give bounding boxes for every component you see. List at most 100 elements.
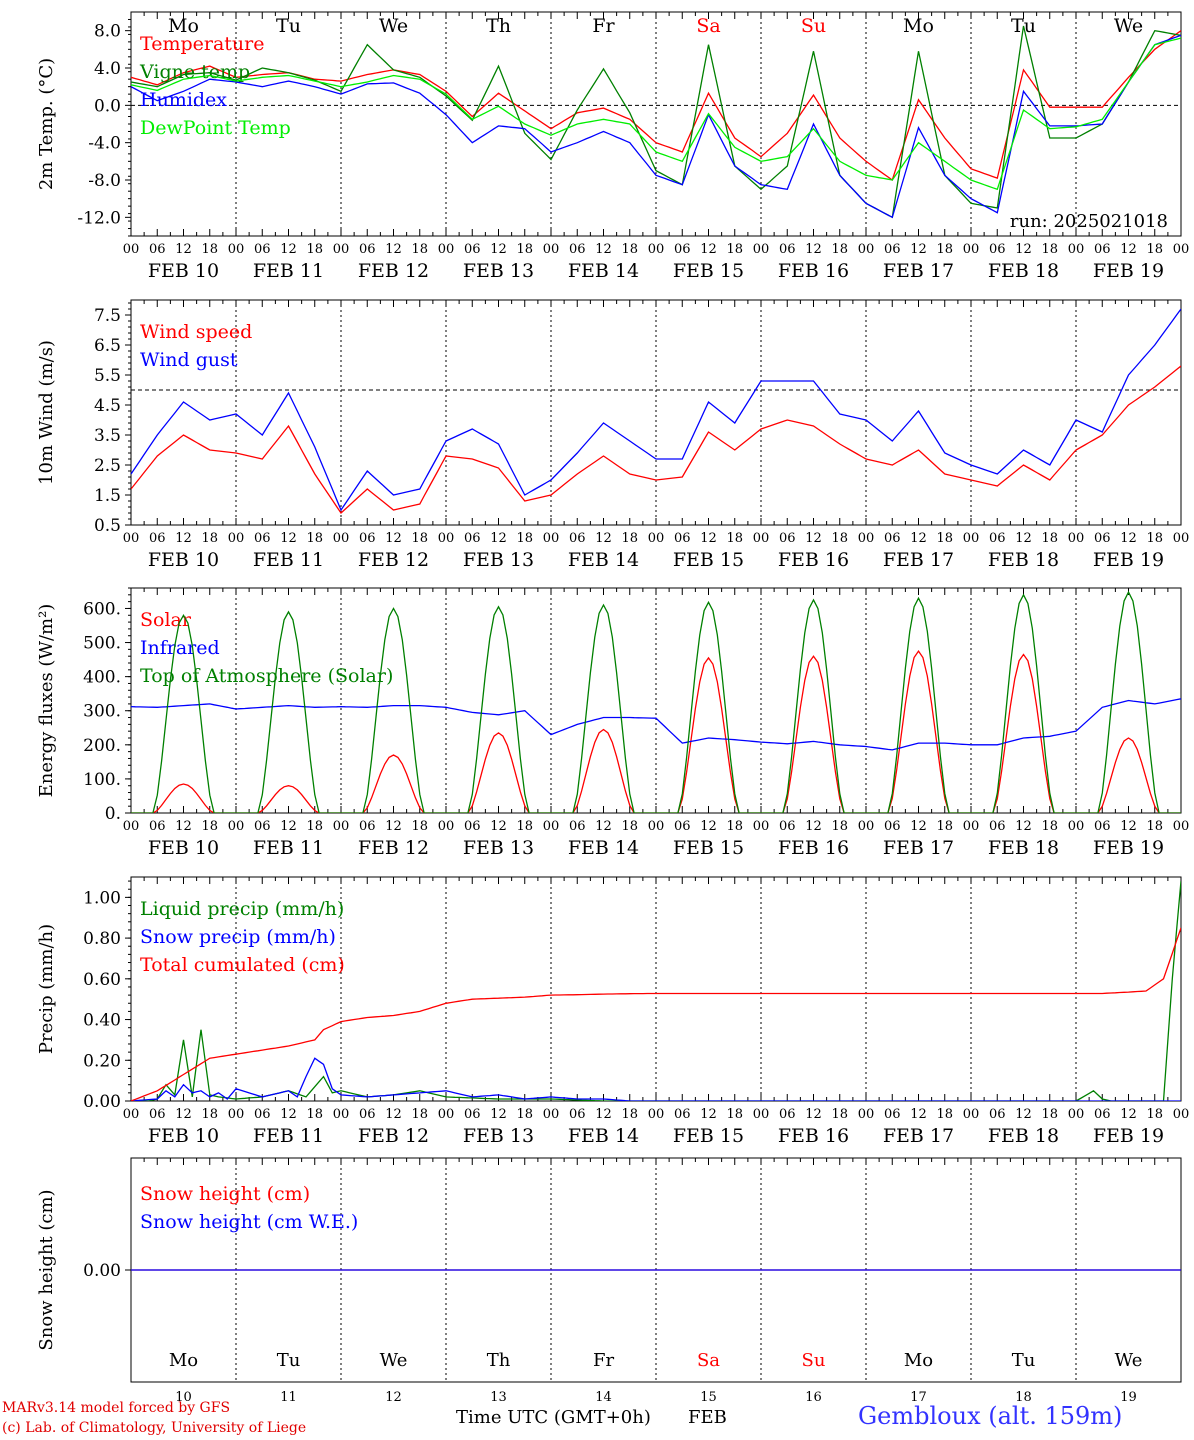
hour-tick-label: 12 <box>385 531 402 546</box>
weekday-label: Fr <box>593 1350 614 1371</box>
weekday-label: Mo <box>169 1350 198 1371</box>
hour-tick-label: 00 <box>963 1107 980 1122</box>
date-label: FEB 15 <box>673 1125 744 1147</box>
weekday-label: We <box>380 1350 408 1371</box>
x-axis-month: FEB <box>688 1407 727 1428</box>
hour-tick-label: 18 <box>831 531 848 546</box>
hour-tick-label: 00 <box>648 1107 665 1122</box>
hour-tick-label: 00 <box>1173 1107 1190 1122</box>
hour-tick-label: 00 <box>753 1107 770 1122</box>
hour-tick-label: 18 <box>726 819 743 834</box>
y-tick-label: 1.5 <box>94 486 121 506</box>
y-tick-label: 400. <box>83 668 121 688</box>
date-label: FEB 16 <box>778 837 849 859</box>
y-tick-label: 0.5 <box>94 516 121 536</box>
hour-tick-label: 06 <box>464 531 481 546</box>
hour-tick-label: 06 <box>569 531 586 546</box>
weekday-label: Mo <box>904 1350 933 1371</box>
date-label: FEB 19 <box>1093 549 1164 571</box>
y-tick-label: 200. <box>83 736 121 756</box>
hour-tick-label: 06 <box>989 1107 1006 1122</box>
series-line-total-cumulated-cm- <box>131 927 1181 1101</box>
weekday-label: We <box>1115 1350 1143 1371</box>
legend-entry: Wind gust <box>140 349 238 371</box>
y-tick-label: 500. <box>83 634 121 654</box>
y-tick-label: -4.0 <box>88 134 121 154</box>
date-label: FEB 10 <box>148 1125 219 1147</box>
hour-tick-label: 12 <box>1015 531 1032 546</box>
series-line-snow-precip-mm-h- <box>131 1057 1181 1101</box>
hour-tick-label: 06 <box>464 242 481 257</box>
hour-tick-label: 06 <box>674 819 691 834</box>
hour-tick-label: 12 <box>700 1107 717 1122</box>
legend-entry: Snow precip (mm/h) <box>140 926 336 948</box>
series-line-infrared <box>131 698 1181 751</box>
date-label: FEB 13 <box>463 837 534 859</box>
hour-tick-label: 12 <box>490 531 507 546</box>
series-line-top-of-atmosphere-solar- <box>131 590 1181 813</box>
hour-tick-label: 06 <box>254 531 271 546</box>
date-label: FEB 12 <box>358 549 429 571</box>
series-line-wind-speed <box>131 365 1181 514</box>
date-label: FEB 13 <box>463 549 534 571</box>
date-label: FEB 12 <box>358 1125 429 1147</box>
hour-tick-label: 18 <box>1041 242 1058 257</box>
hour-tick-label: 12 <box>805 819 822 834</box>
hour-tick-label: 12 <box>910 819 927 834</box>
y-axis-label: Snow height (cm) <box>36 1189 57 1350</box>
hour-tick-label: 06 <box>254 242 271 257</box>
day-number-label: 16 <box>805 1390 822 1405</box>
hour-tick-label: 00 <box>543 531 560 546</box>
date-label: FEB 11 <box>253 549 324 571</box>
hour-tick-label: 12 <box>1015 819 1032 834</box>
weekday-label: Th <box>486 15 511 37</box>
date-label: FEB 19 <box>1093 260 1164 282</box>
hour-tick-label: 00 <box>1173 819 1190 834</box>
hour-tick-label: 18 <box>201 242 218 257</box>
hour-tick-label: 12 <box>175 1107 192 1122</box>
hour-tick-label: 00 <box>1068 819 1085 834</box>
hour-tick-label: 00 <box>333 819 350 834</box>
hour-tick-label: 18 <box>411 242 428 257</box>
legend-entry: Snow height (cm) <box>140 1183 310 1205</box>
hour-tick-label: 12 <box>1015 1107 1032 1122</box>
weekday-label: Fr <box>592 15 615 37</box>
y-tick-label: 2.5 <box>94 456 121 476</box>
y-tick-label: 6.5 <box>94 336 121 356</box>
hour-tick-label: 18 <box>621 1107 638 1122</box>
date-label: FEB 19 <box>1093 837 1164 859</box>
legend-entry: Infrared <box>140 637 220 659</box>
hour-tick-label: 06 <box>254 1107 271 1122</box>
panel-snow: 0.00 Snow height (cm) Snow height (cm) Snow… <box>36 1157 1182 1405</box>
hour-tick-label: 06 <box>149 242 166 257</box>
hour-tick-label: 06 <box>464 1107 481 1122</box>
y-tick-label: 0.00 <box>83 1261 121 1281</box>
hour-tick-label: 06 <box>359 1107 376 1122</box>
date-label: FEB 10 <box>148 549 219 571</box>
legend-entry: Temperature <box>140 33 264 55</box>
y-tick-label: 8.0 <box>94 22 121 42</box>
hour-tick-label: 00 <box>858 1107 875 1122</box>
hour-tick-label: 12 <box>1120 242 1137 257</box>
legend-entry: Top of Atmosphere (Solar) <box>140 665 393 687</box>
hour-tick-label: 18 <box>516 531 533 546</box>
hour-tick-label: 00 <box>858 531 875 546</box>
y-tick-label: 5.5 <box>94 366 121 386</box>
series-line-liquid-precip-mm-h- <box>131 881 1181 1101</box>
date-label: FEB 15 <box>673 549 744 571</box>
hour-tick-label: 00 <box>858 819 875 834</box>
date-label: FEB 11 <box>253 1125 324 1147</box>
hour-tick-label: 12 <box>280 1107 297 1122</box>
hour-tick-label: 00 <box>648 531 665 546</box>
hour-tick-label: 12 <box>1120 531 1137 546</box>
hour-tick-label: 00 <box>333 242 350 257</box>
hour-tick-label: 18 <box>411 1107 428 1122</box>
series-line-dewpoint-temp <box>131 37 1181 191</box>
y-axis-label: Energy fluxes (W/m²) <box>36 604 57 798</box>
date-label: FEB 12 <box>358 260 429 282</box>
panel-temperature: 8.0 4.0 0.0 -4.0 -8.0 -12.0 2m Temp. (°C) Tempe… <box>36 11 1189 282</box>
y-tick-label: 0.0 <box>94 96 121 116</box>
legend-entry: Liquid precip (mm/h) <box>140 898 344 920</box>
hour-tick-label: 06 <box>884 1107 901 1122</box>
hour-tick-label: 12 <box>700 242 717 257</box>
